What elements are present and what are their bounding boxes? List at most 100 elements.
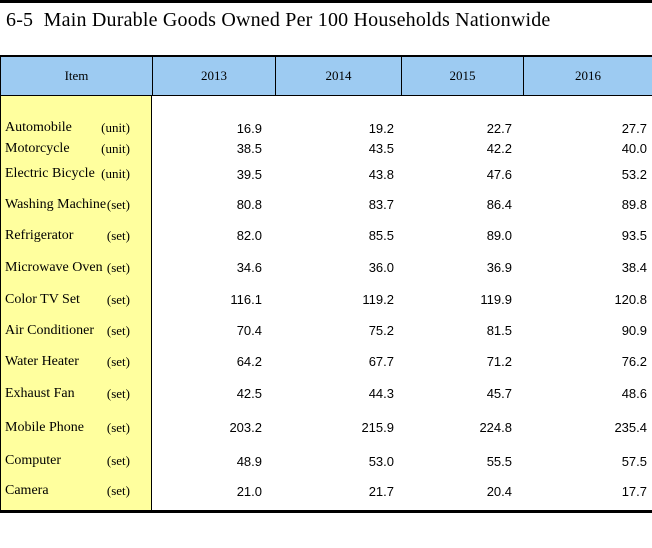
- table-row: Water Heater (set) 64.2 67.7 71.2 76.2: [0, 346, 652, 377]
- value-2013: 42.5: [236, 386, 262, 401]
- durable-goods-table: Item 2013 2014 2015 2016 Automobile (uni…: [0, 55, 652, 513]
- table-row: Washing Machine (set) 80.8 83.7 86.4 89.…: [0, 189, 652, 220]
- value-2015: 45.7: [486, 386, 512, 401]
- item-cell: Refrigerator (set): [0, 220, 152, 251]
- table-row: Exhaust Fan (set) 42.5 44.3 45.7 48.6: [0, 377, 652, 410]
- item-cell: Microwave Oven (set): [0, 251, 152, 284]
- item-unit: (set): [106, 385, 130, 401]
- value-2014: 36.0: [368, 260, 394, 275]
- item-label: Electric Bicycle: [5, 166, 95, 181]
- value-2016: 38.4: [621, 260, 647, 275]
- table-row: Camera (set) 21.0 21.7 20.4 17.7: [0, 477, 652, 505]
- item-cell: Water Heater (set): [0, 346, 152, 377]
- value-2016: 89.8: [621, 197, 647, 212]
- value-2013: 21.0: [236, 483, 262, 499]
- value-2016: 40.0: [621, 141, 647, 156]
- value-2015: 224.8: [479, 420, 512, 435]
- value-2013: 203.2: [229, 420, 262, 435]
- value-2014: 44.3: [368, 386, 394, 401]
- value-2015: 55.5: [486, 453, 512, 469]
- value-2013: 48.9: [236, 453, 262, 469]
- table-row: Refrigerator (set) 82.0 85.5 89.0 93.5: [0, 220, 652, 251]
- table-row: Color TV Set (set) 116.1 119.2 119.9 120…: [0, 284, 652, 315]
- page-title: 6-5 Main Durable Goods Owned Per 100 Hou…: [6, 9, 551, 31]
- value-2014: 21.7: [368, 483, 394, 499]
- item-cell: Motorcycle (unit): [0, 138, 152, 159]
- value-2016: 90.9: [621, 323, 647, 338]
- item-unit: (set): [106, 259, 130, 275]
- item-cell: Mobile Phone (set): [0, 410, 152, 445]
- value-2013: 82.0: [236, 228, 262, 243]
- item-unit: (set): [106, 353, 130, 369]
- item-unit: (unit): [101, 140, 130, 156]
- table-row: Air Conditioner (set) 70.4 75.2 81.5 90.…: [0, 315, 652, 346]
- value-2015: 81.5: [486, 323, 512, 338]
- value-2015: 86.4: [486, 197, 512, 212]
- table-row: Microwave Oven (set) 34.6 36.0 36.9 38.4: [0, 251, 652, 284]
- item-label: Mobile Phone: [5, 419, 84, 435]
- item-cell: Automobile (unit): [0, 118, 152, 138]
- value-2016: 53.2: [621, 166, 647, 182]
- table-row: Electric Bicycle (unit) 39.5 43.8 47.6 5…: [0, 159, 652, 189]
- table-rows: Automobile (unit) 16.9 19.2 22.7 27.7 Mo…: [0, 96, 652, 505]
- item-label: Refrigerator: [5, 227, 74, 243]
- value-2013: 34.6: [236, 260, 262, 275]
- value-2013: 38.5: [236, 141, 262, 156]
- column-header-2014: 2014: [275, 57, 401, 95]
- item-label: Microwave Oven: [5, 259, 103, 275]
- item-label: Water Heater: [5, 353, 79, 369]
- value-2015: 47.6: [486, 166, 512, 182]
- item-label: Exhaust Fan: [5, 385, 75, 401]
- item-cell: Air Conditioner (set): [0, 315, 152, 346]
- item-cell: Electric Bicycle (unit): [0, 159, 152, 189]
- value-2016: 27.7: [621, 120, 647, 136]
- item-unit: (set): [106, 483, 130, 498]
- item-unit: (unit): [101, 120, 130, 135]
- value-2015: 36.9: [486, 260, 512, 275]
- value-2016: 235.4: [614, 420, 647, 435]
- value-2014: 53.0: [368, 453, 394, 469]
- item-label: Motorcycle: [5, 140, 70, 156]
- value-2015: 119.9: [480, 292, 512, 307]
- item-label: Washing Machine: [5, 196, 107, 212]
- value-2016: 120.8: [614, 292, 647, 307]
- table-row: Mobile Phone (set) 203.2 215.9 224.8 235…: [0, 410, 652, 445]
- value-2014: 119.2: [362, 292, 394, 307]
- value-2016: 17.7: [621, 483, 647, 499]
- value-2015: 42.2: [486, 141, 512, 156]
- item-column-background: [0, 96, 152, 510]
- value-2014: 67.7: [368, 354, 394, 369]
- item-unit: (set): [106, 322, 130, 338]
- value-2014: 43.5: [368, 141, 394, 156]
- value-2014: 83.7: [368, 197, 394, 212]
- column-header-2015: 2015: [401, 57, 523, 95]
- item-unit: (set): [106, 196, 130, 212]
- item-label: Automobile: [5, 120, 72, 135]
- item-cell: Color TV Set (set): [0, 284, 152, 315]
- value-2013: 64.2: [236, 354, 262, 369]
- item-unit: (set): [106, 453, 130, 468]
- value-2014: 75.2: [368, 323, 394, 338]
- value-2013: 80.8: [236, 197, 262, 212]
- item-cell: Exhaust Fan (set): [0, 377, 152, 410]
- column-header-item: Item: [0, 57, 152, 95]
- value-2015: 71.2: [486, 354, 512, 369]
- value-2016: 93.5: [621, 228, 647, 243]
- item-unit: (unit): [101, 166, 130, 181]
- value-2014: 43.8: [368, 166, 394, 182]
- value-2013: 116.1: [230, 292, 262, 307]
- column-header-2013: 2013: [152, 57, 275, 95]
- value-2016: 76.2: [621, 354, 647, 369]
- table-row: Computer (set) 48.9 53.0 55.5 57.5: [0, 445, 652, 477]
- item-label: Color TV Set: [5, 291, 80, 307]
- value-2016: 48.6: [621, 386, 647, 401]
- item-label: Air Conditioner: [5, 322, 95, 338]
- item-unit: (set): [106, 227, 130, 243]
- value-2014: 19.2: [368, 120, 394, 136]
- item-cell: Camera (set): [0, 477, 152, 505]
- value-2013: 39.5: [236, 166, 262, 182]
- value-2015: 20.4: [486, 483, 512, 499]
- item-cell: Washing Machine (set): [0, 189, 152, 220]
- item-cell: Computer (set): [0, 445, 152, 477]
- item-label: Computer: [5, 453, 61, 468]
